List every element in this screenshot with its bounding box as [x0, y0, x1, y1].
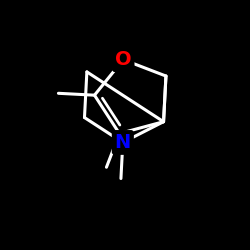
Text: N: N — [115, 133, 131, 152]
Text: O: O — [115, 50, 132, 69]
